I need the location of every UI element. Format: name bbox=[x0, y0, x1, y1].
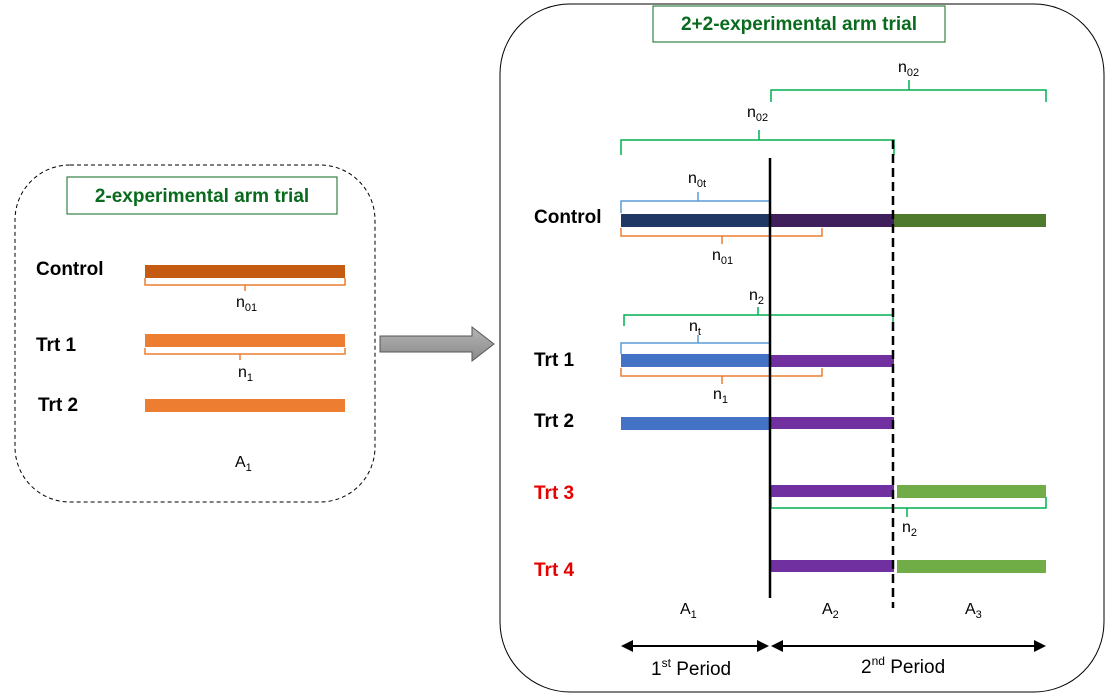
area-label-a3: A3 bbox=[965, 601, 982, 621]
label-n01: n01 bbox=[712, 247, 733, 267]
bar-trt3-p3 bbox=[897, 485, 1046, 498]
right-arm-trt4: Trt 4 bbox=[534, 560, 575, 581]
left-label-n1: n1 bbox=[238, 364, 253, 384]
label-n02-top: n02 bbox=[898, 59, 919, 79]
area-label-a2: A2 bbox=[822, 601, 839, 621]
left-bracket-n1 bbox=[144, 348, 346, 360]
right-arm-trt3: Trt 3 bbox=[534, 483, 574, 504]
bracket-n2-bottom bbox=[770, 497, 1047, 517]
bar-trt2-p2 bbox=[771, 417, 894, 429]
bracket-n02-mid bbox=[620, 130, 895, 155]
left-arm-control: Control bbox=[36, 259, 104, 280]
bar-trt1-p1 bbox=[621, 354, 771, 367]
label-n0t: n0t bbox=[688, 170, 706, 190]
left-panel-frame bbox=[14, 164, 376, 503]
left-label-n01: n01 bbox=[236, 294, 257, 314]
second-period-label: 2nd Period bbox=[861, 654, 945, 678]
bar-trt4-p3 bbox=[897, 560, 1046, 573]
left-panel: 2-experimental arm trial Control Trt 1 T… bbox=[14, 164, 376, 503]
bar-trt1-p2 bbox=[771, 355, 894, 367]
bracket-n02-top bbox=[770, 80, 1047, 102]
bar-control-p3 bbox=[894, 214, 1046, 227]
bracket-n2-top bbox=[623, 307, 894, 326]
left-bar-trt2 bbox=[145, 399, 345, 412]
first-period-arrow-icon bbox=[621, 640, 769, 652]
label-n02-mid: n02 bbox=[747, 104, 768, 124]
left-title-box bbox=[66, 176, 338, 215]
bracket-nt bbox=[620, 335, 771, 354]
bracket-n0t bbox=[620, 192, 771, 213]
right-arm-trt1: Trt 1 bbox=[534, 350, 575, 371]
label-n2-bottom: n2 bbox=[902, 519, 917, 539]
right-title: 2+2-experimental arm trial bbox=[681, 14, 917, 35]
left-bar-control bbox=[145, 265, 345, 278]
label-n2-top: n2 bbox=[749, 287, 764, 307]
left-arm-trt2: Trt 2 bbox=[38, 395, 78, 416]
left-arm-trt1: Trt 1 bbox=[36, 335, 77, 356]
right-panel: 2+2-experimental arm trial Control Trt 1… bbox=[499, 3, 1105, 693]
area-label-a1: A1 bbox=[680, 601, 697, 621]
bracket-n1 bbox=[620, 368, 823, 384]
left-title: 2-experimental arm trial bbox=[95, 186, 309, 207]
bar-control-p1 bbox=[621, 214, 771, 227]
transition-arrow-icon bbox=[379, 325, 495, 363]
bracket-n01 bbox=[620, 228, 823, 244]
left-bracket-n01 bbox=[144, 278, 346, 291]
right-title-box bbox=[652, 5, 946, 43]
left-label-a1: A1 bbox=[235, 454, 252, 474]
bar-control-p2 bbox=[771, 214, 894, 227]
bar-trt4-p2 bbox=[771, 560, 894, 572]
bar-trt2-p1 bbox=[621, 417, 771, 430]
right-panel-frame bbox=[499, 3, 1105, 693]
label-nt: nt bbox=[689, 318, 701, 338]
left-bar-trt1 bbox=[145, 334, 345, 347]
bar-trt3-p2 bbox=[771, 485, 894, 497]
second-period-arrow-icon bbox=[771, 640, 1046, 652]
right-arm-trt2: Trt 2 bbox=[534, 411, 574, 432]
label-n1: n1 bbox=[713, 386, 728, 406]
right-arm-control: Control bbox=[534, 207, 602, 228]
first-period-label: 1st Period bbox=[651, 656, 731, 680]
